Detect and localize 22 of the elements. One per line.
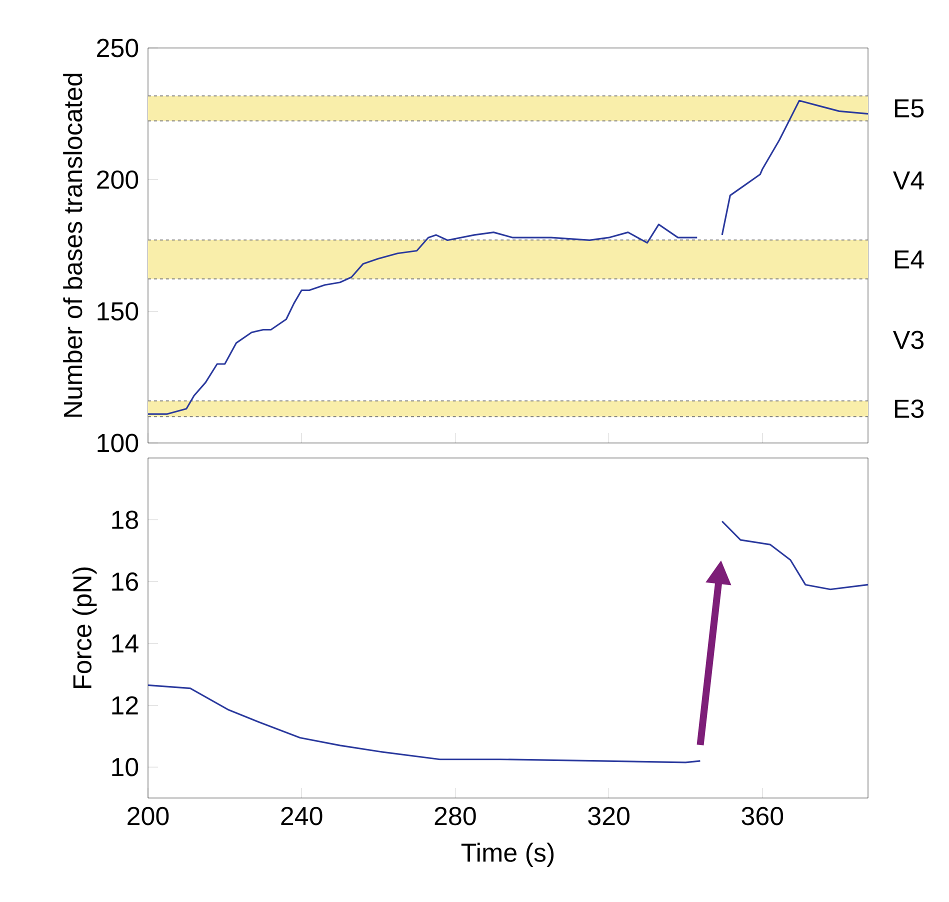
y-tick-label: 10: [112, 758, 138, 776]
x-tick-label: 240: [281, 806, 322, 826]
x-axis-title: Time (s): [461, 842, 554, 868]
x-tick-label: 320: [588, 806, 630, 826]
y-tick-label: 150: [98, 302, 138, 321]
y-tick-label: 12: [112, 696, 138, 714]
y-tick-label: 100: [98, 434, 138, 452]
y-tick-label: 14: [112, 634, 138, 652]
y-tick-label: 16: [112, 572, 138, 591]
band-label: E4: [895, 250, 924, 268]
band-label: E3: [895, 400, 924, 418]
y-tick-label: 250: [97, 38, 138, 58]
x-tick-label: 200: [128, 806, 169, 826]
x-tick-label: 360: [742, 806, 784, 826]
text: V3: [892, 330, 924, 350]
y-axis-title: Force (pN): [72, 568, 97, 688]
x-tick-label: 280: [434, 806, 476, 826]
y-tick-label: 18: [112, 510, 138, 530]
y-tick-label: 200: [97, 170, 138, 189]
y-axis-title: Number of bases translocated: [63, 74, 82, 417]
text: V4: [892, 172, 924, 190]
band-label: E5: [895, 99, 924, 118]
